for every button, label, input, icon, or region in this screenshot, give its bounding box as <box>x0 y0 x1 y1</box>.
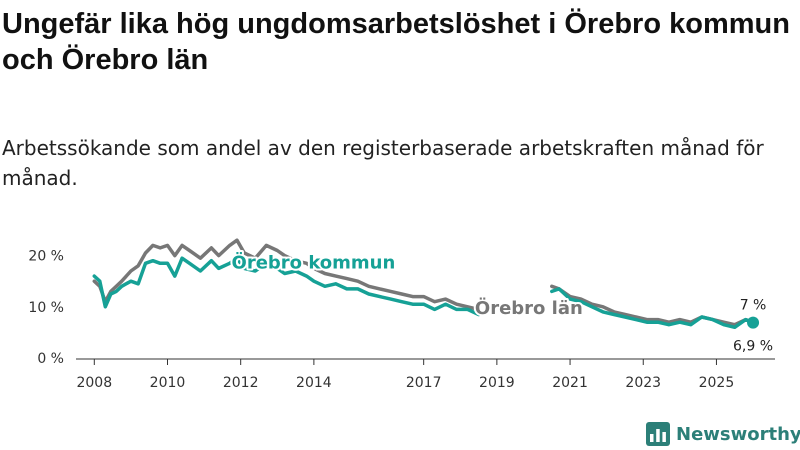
x-tick-label: 2010 <box>150 375 186 391</box>
x-tick-label: 2025 <box>699 375 735 391</box>
end-value-label-orebro-kommun: 6,9 % <box>733 339 773 355</box>
x-tick-label: 2023 <box>625 375 661 391</box>
bar-chart-logo-icon <box>646 422 670 446</box>
series-label-orebro-kommun: Örebro kommun <box>232 251 396 273</box>
series-label-orebro-lan: Örebro län <box>475 297 583 319</box>
series-line-orebro-kommun <box>92 256 755 330</box>
x-tick-label: 2012 <box>223 375 259 391</box>
x-tick-label: 2008 <box>76 375 112 391</box>
chart-subtitle: Arbetssökande som andel av den registerb… <box>2 136 764 190</box>
y-tick-label: 0 % <box>37 351 64 367</box>
x-tick-label: 2019 <box>479 375 515 391</box>
x-tick-label: 2014 <box>296 375 332 391</box>
end-value-label-orebro-lan: 7 % <box>740 298 767 314</box>
y-tick-label: 10 % <box>28 300 64 316</box>
series-end-point-orebro-kommun <box>747 316 760 329</box>
brand-name: Newsworthy <box>676 423 800 445</box>
series-line-orebro-lan <box>92 238 755 327</box>
chart-title: Ungefär lika hög ungdomsarbetslöshet i Ö… <box>2 8 790 76</box>
x-tick-label: 2017 <box>406 375 442 391</box>
newsworthy-logo: Newsworthy <box>646 421 800 447</box>
y-tick-label: 20 % <box>28 249 64 265</box>
x-tick-label: 2021 <box>552 375 588 391</box>
